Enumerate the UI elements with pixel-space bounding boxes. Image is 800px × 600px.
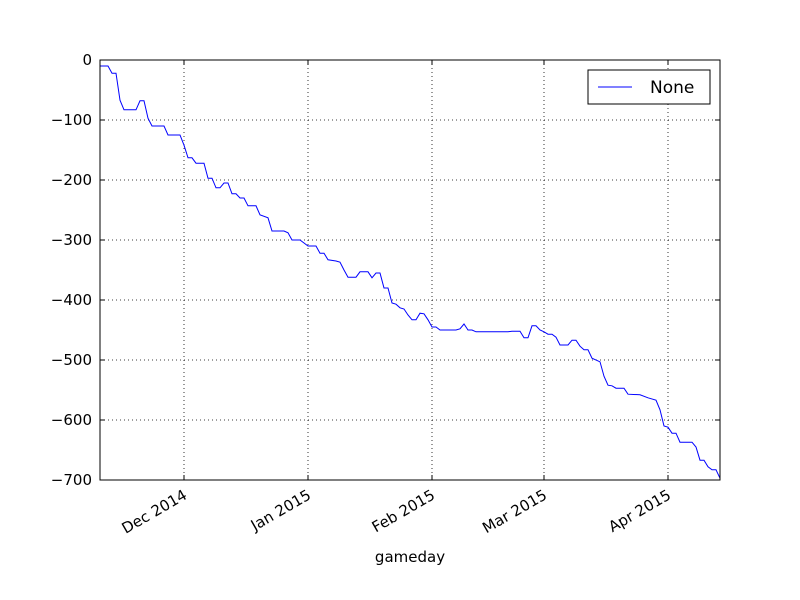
data-line [100, 65, 721, 479]
y-tick-label: −600 [51, 411, 92, 429]
x-tick-label: Dec 2014 [119, 486, 190, 538]
legend-label: None [650, 78, 694, 98]
x-tick-label: Feb 2015 [369, 486, 438, 536]
y-tick-label: −200 [51, 171, 92, 189]
x-tick-label: Apr 2015 [605, 486, 674, 536]
x-axis-label: gameday [375, 548, 445, 566]
y-tick-label: −700 [51, 471, 92, 489]
plot-frame [99, 59, 721, 481]
y-tick-label: −400 [51, 291, 92, 309]
y-tick-label: −100 [51, 111, 92, 129]
x-tick-label: Mar 2015 [479, 486, 550, 537]
y-tick-label: −300 [51, 231, 92, 249]
y-tick-label: −500 [51, 351, 92, 369]
y-tick-label: 0 [82, 51, 92, 69]
x-tick-label: Jan 2015 [247, 486, 314, 535]
